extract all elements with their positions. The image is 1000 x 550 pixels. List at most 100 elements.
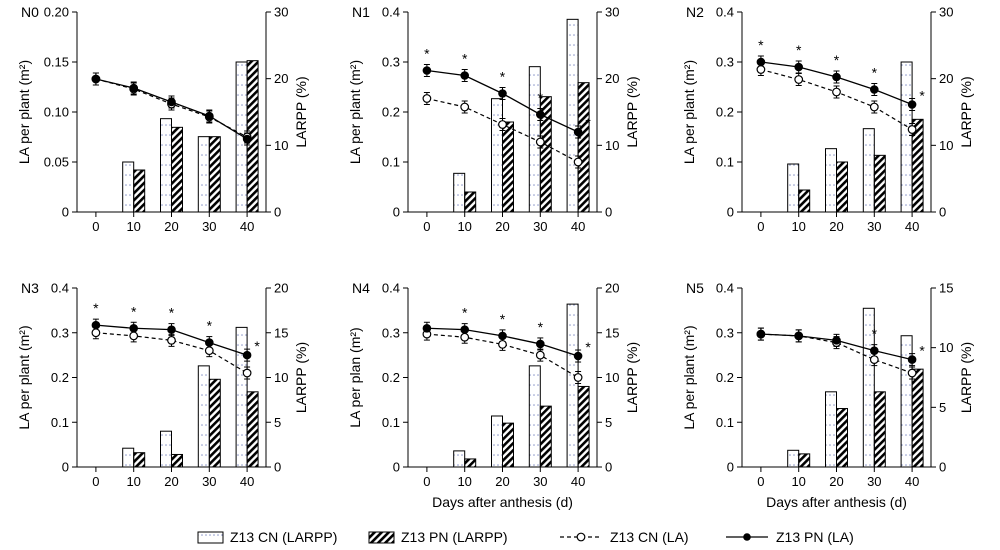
panel-n0: 0 0.05 0.10 0.15 0.20 0 10 20 30 0 10 20 30 40 N0 LA pe… (16, 4, 309, 234)
point-cn-la (422, 94, 432, 103)
point-pn-la (832, 72, 841, 82)
left-tick-label: 0.05 (44, 155, 69, 170)
x-tick-label: 30 (867, 474, 881, 489)
bar-pn-larpp (464, 458, 477, 468)
significance-star: * (872, 326, 878, 342)
point-cn-la (167, 335, 176, 345)
right-tick-label: 0 (274, 205, 281, 220)
panel-n5: 0 0.1 0.2 0.3 0.4 0 5 10 15 0 10 20 30 40 N5 LA per pla… (681, 280, 974, 510)
left-tick-label: 0.4 (51, 281, 69, 296)
right-axis-label: LARPP (%) (293, 342, 309, 413)
point-pn-la (91, 320, 101, 330)
point-pn-la (907, 100, 917, 109)
point-pn-la (832, 336, 841, 345)
legend-label: Z13 PN (LARPP) (401, 529, 508, 545)
left-tick-label: 0.3 (382, 55, 400, 70)
significance-star: * (834, 52, 840, 68)
right-tick-label: 0 (605, 205, 612, 220)
bar-pn-larpp (208, 136, 221, 213)
significance-star: * (254, 338, 260, 354)
point-pn-la (422, 66, 432, 75)
x-tick-label: 20 (829, 474, 843, 489)
left-axis-label: LA per plant (m²) (347, 60, 363, 164)
bar-cn-larpp (235, 326, 248, 468)
left-tick-label: 0 (727, 205, 734, 220)
point-pn-la (498, 331, 507, 341)
right-tick-label: 20 (605, 71, 619, 86)
panel-title: N5 (686, 280, 704, 296)
left-tick-label: 0.1 (382, 415, 400, 430)
point-cn-la (573, 373, 583, 382)
point-cn-la (91, 328, 101, 338)
panel-title: N2 (686, 4, 704, 20)
point-pn-la (460, 325, 470, 334)
significance-star: * (585, 115, 591, 131)
bar-cn-larpp (566, 18, 579, 213)
legend-marker-pn (743, 533, 751, 541)
right-tick-label: 20 (939, 71, 953, 86)
significance-star: * (919, 343, 925, 359)
left-tick-label: 0.3 (382, 325, 400, 340)
bar-cn-larpp (453, 172, 466, 213)
x-tick-label: 0 (757, 474, 764, 489)
bar-pn-larpp (133, 452, 146, 468)
point-pn-la (794, 331, 804, 341)
bar-pn-larpp (798, 453, 811, 468)
bar-pn-larpp (502, 422, 514, 468)
left-tick-label: 0.3 (51, 325, 69, 340)
bar-pn-larpp (171, 126, 183, 213)
right-axis-label: LARPP (%) (624, 76, 640, 147)
left-tick-label: 0.4 (382, 281, 400, 296)
bar-pn-larpp (246, 391, 259, 468)
legend-item: Z13 CN (LARPP) (197, 529, 337, 545)
bar-pn-larpp (464, 191, 477, 213)
point-cn-la (869, 102, 879, 112)
x-tick-label: 10 (457, 474, 471, 489)
point-cn-la (756, 65, 766, 74)
right-axis-label: LARPP (%) (958, 76, 974, 147)
legend-swatch-cn-bar (197, 531, 224, 544)
right-tick-label: 10 (605, 138, 619, 153)
bar-pn-larpp (171, 453, 183, 468)
point-pn-la (91, 74, 101, 84)
panel-title: N3 (21, 280, 39, 296)
right-axis-label: LARPP (%) (293, 76, 309, 147)
left-tick-label: 0.4 (716, 281, 734, 296)
left-tick-label: 0.10 (44, 105, 69, 120)
point-cn-la (869, 355, 879, 365)
bar-cn-larpp (787, 163, 800, 213)
left-axis-label: LA per plant (m²) (16, 60, 32, 164)
bar-pn-larpp (836, 408, 848, 468)
bar-cn-larpp (197, 365, 210, 468)
significance-star: * (131, 303, 137, 319)
panel-title: N4 (352, 280, 370, 296)
legend: Z13 CN (LARPP) Z13 PN (LARPP) Z13 CN (LA) Z… (197, 529, 854, 545)
x-tick-label: 10 (791, 219, 805, 234)
significance-star: * (169, 305, 175, 321)
point-pn-la (460, 71, 470, 80)
bar-pn-larpp (873, 391, 886, 468)
x-tick-label: 10 (126, 474, 140, 489)
bar-cn-larpp (160, 118, 172, 213)
point-cn-la (129, 331, 139, 341)
bar-cn-larpp (787, 449, 800, 468)
left-tick-label: 0.1 (382, 155, 400, 170)
left-tick-label: 0.1 (716, 415, 734, 430)
x-tick-label: 40 (571, 219, 585, 234)
left-tick-label: 0.2 (716, 105, 734, 120)
x-tick-label: 0 (423, 474, 430, 489)
bar-pn-larpp (208, 378, 221, 468)
right-tick-label: 5 (939, 400, 946, 415)
panel-n4: 0 0.1 0.2 0.3 0.4 0 5 10 15 20 0 10 20 30 40 N4 LA per p… (347, 280, 640, 510)
point-cn-la (498, 120, 507, 129)
left-tick-label: 0.15 (44, 55, 69, 70)
x-tick-label: 0 (423, 219, 430, 234)
point-pn-la (205, 111, 214, 121)
x-axis-label: Days after anthesis (d) (766, 494, 907, 510)
x-tick-label: 30 (867, 219, 881, 234)
x-tick-label: 0 (757, 219, 764, 234)
left-tick-label: 0 (393, 460, 400, 475)
x-tick-label: 40 (240, 474, 254, 489)
bar-pn-larpp (798, 189, 811, 213)
left-tick-label: 0.3 (716, 55, 734, 70)
